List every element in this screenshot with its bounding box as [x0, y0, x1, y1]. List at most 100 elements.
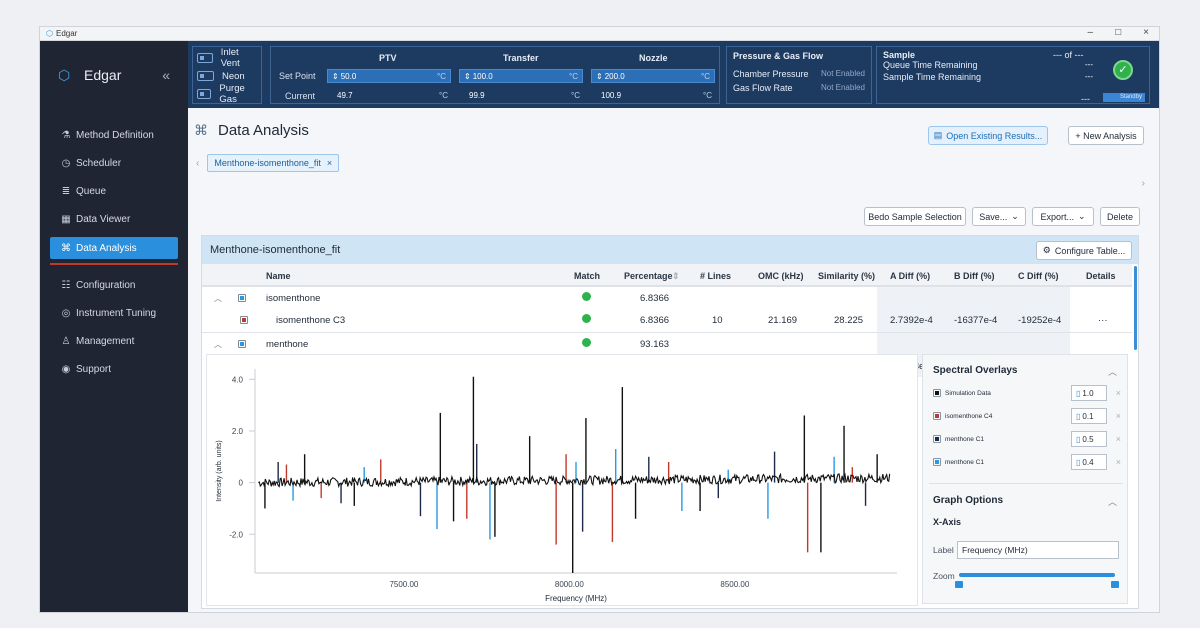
zoom-slider-track[interactable]: [959, 573, 1115, 577]
overlay-scale-input[interactable]: ▯ 0.5: [1071, 431, 1107, 447]
stepper-icon[interactable]: ⇕: [596, 71, 603, 81]
column-header-a-diff[interactable]: A Diff (%): [890, 271, 931, 281]
remove-overlay-icon[interactable]: ×: [1115, 411, 1121, 421]
sidebar-item-queue[interactable]: ≣ Queue: [40, 177, 188, 205]
brand: ⬡ Edgar «: [40, 41, 188, 108]
swatch-fill: [935, 414, 939, 418]
column-header-details[interactable]: Details: [1086, 271, 1116, 281]
column-header-name[interactable]: Name: [266, 271, 291, 281]
toggle-switch-icon[interactable]: [197, 53, 213, 63]
open-existing-results-button[interactable]: ▤ Open Existing Results...: [928, 126, 1048, 145]
x-axis-label-input[interactable]: Frequency (MHz): [957, 541, 1119, 559]
collapse-row-icon[interactable]: ︿: [214, 340, 222, 349]
toggle-switch-icon[interactable]: [197, 71, 214, 81]
ptv-setpoint-input[interactable]: ⇕ 50.0 °C: [327, 69, 451, 83]
stepper-icon[interactable]: ▯: [1076, 388, 1081, 398]
sidebar-item-label: Management: [76, 335, 135, 347]
table-group-row[interactable]: ︿ isomenthone 6.8366: [202, 286, 1132, 309]
remove-overlay-icon[interactable]: ×: [1115, 388, 1121, 398]
color-swatch-icon[interactable]: [240, 316, 248, 324]
gas-flow-row: Gas Flow Rate Not Enabled: [733, 83, 865, 93]
nozzle-setpoint-input[interactable]: ⇕ 200.0 °C: [591, 69, 715, 83]
results-panel: Menthone-isomenthone_fit ⚙ Configure Tabl…: [201, 235, 1139, 609]
column-header-lines[interactable]: # Lines: [700, 271, 732, 281]
remove-overlay-icon[interactable]: ×: [1115, 434, 1121, 444]
toggle-inlet-vent[interactable]: Inlet Vent: [197, 47, 257, 69]
status-label: Standby: [1103, 93, 1145, 102]
overlay-scale-input[interactable]: ▯ 0.4: [1071, 454, 1107, 470]
overlay-scale-input[interactable]: ▯ 1.0: [1071, 385, 1107, 401]
overlay-swatch-icon[interactable]: [933, 412, 941, 420]
chevron-down-icon: ⌄: [1077, 211, 1086, 221]
sort-icon[interactable]: ⇕: [672, 271, 680, 281]
overlay-item[interactable]: menthone C1 ▯ 0.5 ×: [933, 431, 1121, 447]
overlay-name: menthone C1: [945, 435, 985, 443]
stepper-icon[interactable]: ▯: [1076, 457, 1081, 467]
tab-menthone-isomenthone-fit[interactable]: Menthone-isomenthone_fit ×: [207, 154, 340, 172]
column-header-b-diff[interactable]: B Diff (%): [954, 271, 995, 281]
overlay-scale-input[interactable]: ▯ 0.1: [1071, 408, 1107, 424]
overlay-item[interactable]: isomenthone C4 ▯ 0.1 ×: [933, 408, 1121, 424]
current-label: Current: [285, 91, 316, 101]
sidebar-item-data-viewer[interactable]: ▦ Data Viewer: [40, 205, 188, 233]
sidebar-item-configuration[interactable]: ☷ Configuration: [40, 271, 188, 299]
minimize-icon[interactable]: –: [1087, 27, 1094, 38]
remove-overlay-icon[interactable]: ×: [1115, 457, 1121, 467]
sidebar-item-instrument-tuning[interactable]: ◎ Instrument Tuning: [40, 299, 188, 327]
sidebar-item-data-analysis[interactable]: ⌘ Data Analysis: [50, 237, 178, 259]
stepper-icon[interactable]: ⇕: [332, 71, 339, 81]
color-swatch-icon[interactable]: [238, 340, 246, 348]
transfer-setpoint-input[interactable]: ⇕ 100.0 °C: [459, 69, 583, 83]
color-swatch-icon[interactable]: [238, 294, 246, 302]
collapse-graph-options-icon[interactable]: ︿: [1107, 497, 1117, 507]
document-icon: ▤: [933, 130, 943, 140]
toggle-switch-icon[interactable]: [197, 89, 212, 99]
zoom-min-handle[interactable]: [955, 581, 963, 588]
details-cell[interactable]: ···: [1098, 315, 1108, 326]
zoom-max-handle[interactable]: [1111, 581, 1119, 588]
table-row[interactable]: isomenthone C3 6.8366 10 21.169 28.225 2.7392…: [202, 309, 1132, 332]
export-dropdown-button[interactable]: Export... ⌄: [1032, 207, 1094, 226]
column-header-omc[interactable]: OMC (kHz): [758, 271, 804, 281]
overlay-item[interactable]: Simulation Data ▯ 1.0 ×: [933, 385, 1121, 401]
configure-table-button[interactable]: ⚙ Configure Table...: [1036, 241, 1132, 260]
chamber-pressure-label: Chamber Pressure: [733, 69, 809, 79]
table-scrollbar[interactable]: [1134, 266, 1137, 350]
transfer-current-value: 99.9: [469, 91, 485, 100]
queue-time-label: Queue Time Remaining: [883, 60, 978, 70]
overlay-item[interactable]: menthone C1 ▯ 0.4 ×: [933, 454, 1121, 470]
overlay-swatch-icon[interactable]: [933, 389, 941, 397]
column-header-c-diff[interactable]: C Diff (%): [1018, 271, 1059, 281]
stepper-icon[interactable]: ▯: [1076, 434, 1081, 444]
maximize-icon[interactable]: □: [1115, 27, 1122, 38]
delete-button[interactable]: Delete: [1100, 207, 1140, 226]
collapse-overlays-icon[interactable]: ︿: [1107, 367, 1117, 377]
sidebar-item-method-definition[interactable]: ⚗ Method Definition: [40, 121, 188, 149]
instrument-status-bar: Inlet Vent Neon Purge Gas PTV Transfer N…: [188, 41, 1159, 108]
new-analysis-button[interactable]: + New Analysis: [1068, 126, 1144, 145]
column-header-percentage[interactable]: Percentage: [624, 271, 673, 281]
sidebar-item-management[interactable]: ♙ Management: [40, 327, 188, 355]
column-header-similarity[interactable]: Similarity (%): [818, 271, 876, 281]
save-dropdown-button[interactable]: Save... ⌄: [972, 207, 1026, 226]
close-tab-icon[interactable]: ×: [326, 158, 333, 168]
overlay-swatch-icon[interactable]: [933, 458, 941, 466]
stepper-icon[interactable]: ⇕: [464, 71, 471, 81]
app-logo-icon: ⬡: [46, 29, 53, 38]
sidebar-item-scheduler[interactable]: ◷ Scheduler: [40, 149, 188, 177]
tabs-left-arrow-icon[interactable]: ‹: [196, 157, 200, 169]
sidebar-item-support[interactable]: ◉ Support: [40, 355, 188, 383]
valve-toggles: Inlet Vent Neon Purge Gas: [192, 46, 262, 105]
table-group-row[interactable]: ︿ menthone 93.163: [202, 332, 1132, 355]
graph-options-title: Graph Options: [933, 495, 1003, 506]
close-window-icon[interactable]: ×: [1143, 27, 1149, 38]
toggle-purge-gas[interactable]: Purge Gas: [197, 83, 257, 105]
column-header-match[interactable]: Match: [574, 271, 601, 281]
collapse-row-icon[interactable]: ︿: [214, 294, 222, 303]
stepper-icon[interactable]: ▯: [1076, 411, 1081, 421]
tabs-right-arrow-icon[interactable]: ›: [1141, 178, 1145, 189]
collapse-sidebar-icon[interactable]: «: [162, 66, 170, 83]
toggle-neon[interactable]: Neon: [197, 67, 257, 85]
overlay-swatch-icon[interactable]: [933, 435, 941, 443]
bedo-sample-selection-button[interactable]: Bedo Sample Selection: [864, 207, 966, 226]
